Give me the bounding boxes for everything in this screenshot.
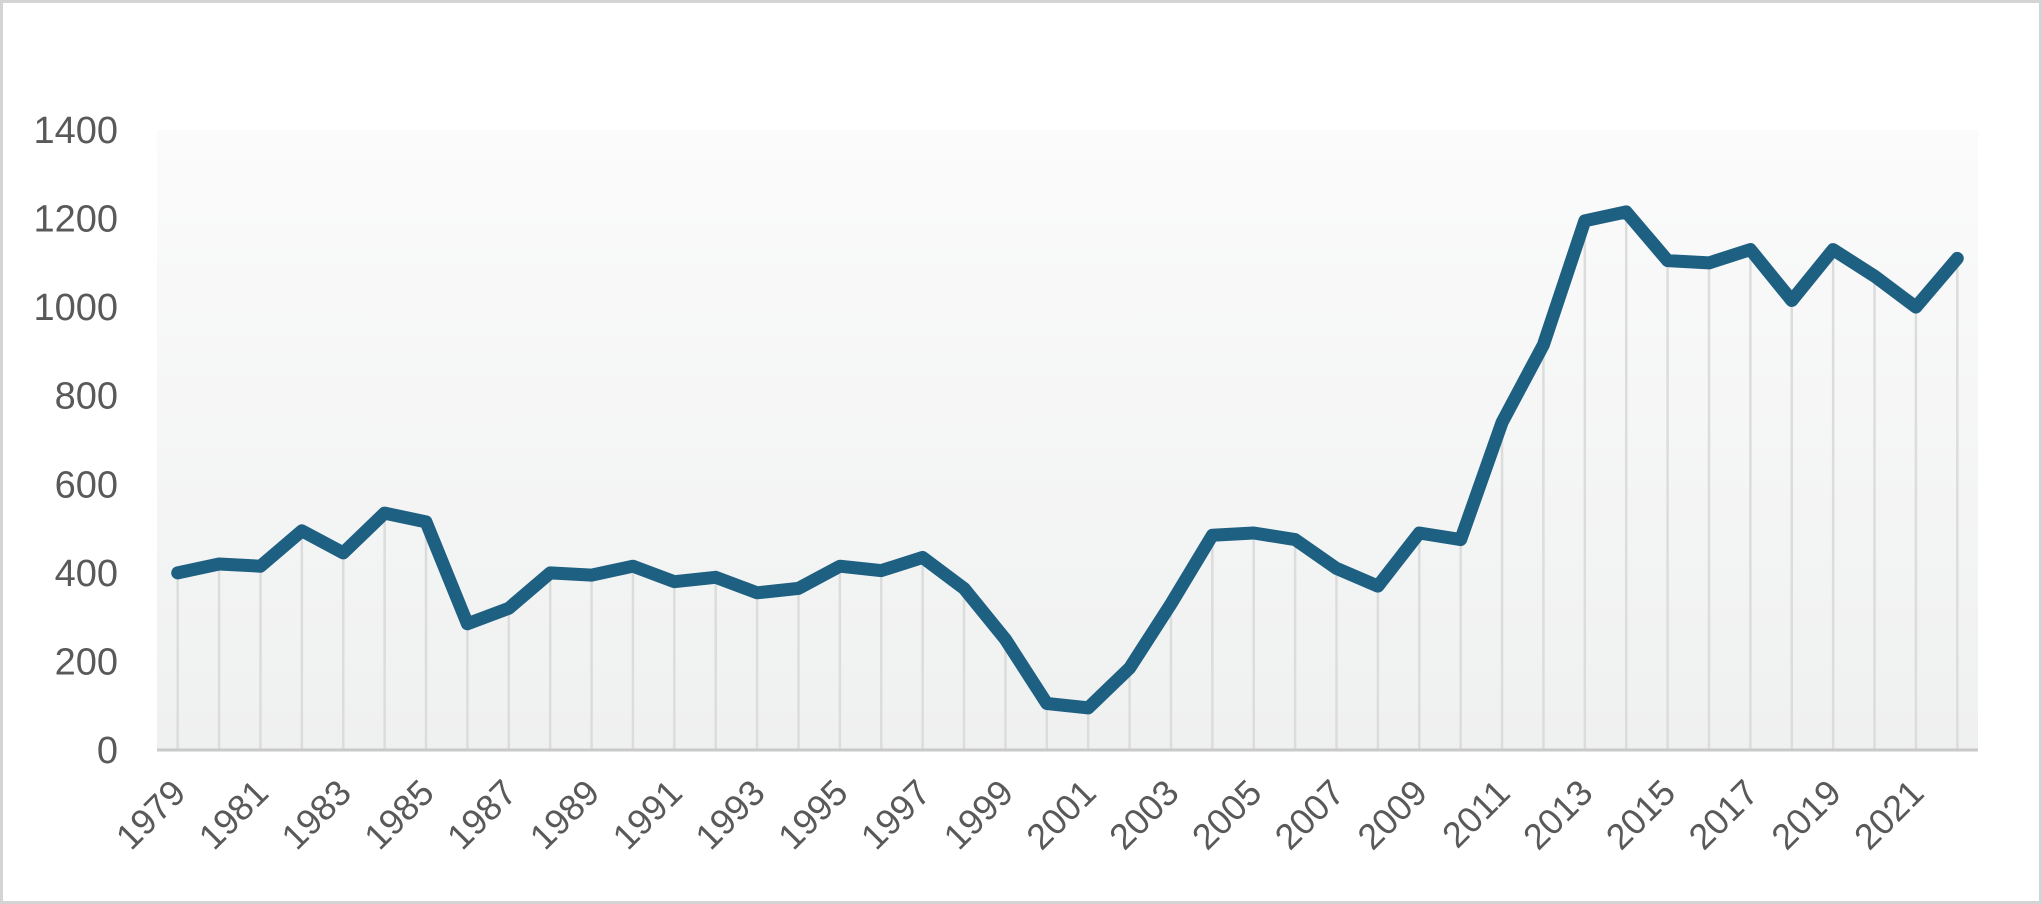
y-axis-tick-label: 800 (55, 376, 118, 418)
x-axis-tick-label: 1993 (687, 772, 773, 858)
x-axis-tick-label: 2009 (1349, 772, 1435, 858)
y-axis-tick-label: 0 (97, 730, 118, 772)
y-axis-tick-label: 400 (55, 553, 118, 595)
x-axis-tick-label: 1981 (190, 772, 276, 858)
y-axis-tick-label: 1200 (33, 199, 118, 241)
x-axis-tick-label: 2015 (1598, 772, 1684, 858)
x-axis-tick-label: 1979 (108, 772, 194, 858)
x-axis-tick-label: 1995 (770, 772, 856, 858)
x-axis-tick-label: 2021 (1846, 772, 1932, 858)
x-axis-tick-label: 1999 (935, 772, 1021, 858)
x-axis-tick-label: 2011 (1434, 772, 1518, 856)
x-axis-tick-label: 1983 (273, 772, 359, 858)
x-axis-tick-label: 1985 (356, 772, 442, 858)
x-axis-tick-label: 1997 (853, 772, 939, 858)
x-axis-tick-label: 1989 (522, 772, 608, 858)
x-axis-tick-label: 2013 (1515, 772, 1601, 858)
x-axis-tick-label: 2003 (1101, 772, 1187, 858)
y-axis-tick-label: 600 (55, 464, 118, 506)
line-chart: 0200400600800100012001400197919811983198… (33, 110, 1978, 858)
x-axis-tick-label: 1991 (604, 772, 690, 858)
x-axis-tick-label: 2019 (1763, 772, 1849, 858)
plot-area (157, 130, 1978, 750)
x-axis-tick-label: 2001 (1018, 772, 1104, 858)
y-axis-tick-label: 1400 (33, 110, 118, 152)
y-axis-tick-label: 1000 (33, 287, 118, 329)
x-axis-tick-label: 2017 (1680, 772, 1766, 858)
y-axis-tick-label: 200 (55, 641, 118, 683)
data-line (171, 205, 1964, 715)
x-axis-tick-label: 2005 (1184, 772, 1270, 858)
x-axis-tick-label: 1987 (439, 772, 525, 858)
x-axis-tick-label: 2007 (1267, 772, 1353, 858)
